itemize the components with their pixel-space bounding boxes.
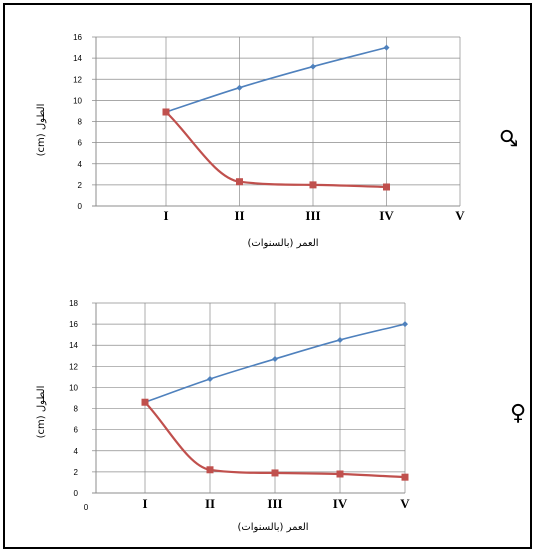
x-tick-label: II (234, 208, 244, 223)
y-tick-label: 4 (78, 160, 83, 169)
red-data-point-marker (162, 108, 170, 116)
x-tick-label: V (400, 496, 410, 511)
red-data-point-marker (236, 178, 243, 186)
chart-1-grid (92, 36, 461, 207)
x-tick-label: II (205, 496, 215, 511)
y-tick-label: 8 (74, 405, 79, 414)
y-tick-label: 12 (69, 362, 78, 371)
blue-data-point-marker (310, 63, 316, 70)
red-data-point-marker (309, 181, 317, 189)
red-data-point-marker (401, 473, 409, 481)
x-tick-label: IV (379, 208, 394, 223)
x-tick-label: IV (333, 496, 348, 511)
y-tick-label: 14 (73, 54, 82, 63)
y-tick-label: 4 (74, 447, 79, 456)
figure-frame (3, 3, 532, 549)
y-tick-label: 10 (73, 96, 82, 105)
y-tick-label: 18 (69, 299, 78, 308)
male-symbol: ♂ (495, 128, 520, 148)
red-data-point-marker (271, 469, 279, 477)
blue-data-point-marker (272, 355, 278, 362)
red-data-point-marker (206, 466, 214, 474)
red-data-point-marker (383, 183, 390, 191)
y-tick-label: 0 (78, 202, 83, 211)
y-tick-label: 6 (74, 426, 79, 435)
chart-2-y-axis-label: الطول (cm) (36, 386, 47, 439)
x-tick-label: I (142, 496, 147, 511)
red-data-point-marker (141, 398, 149, 406)
blue-data-point-marker (236, 84, 243, 91)
y-tick-label: 14 (69, 341, 78, 350)
y-tick-label: 8 (78, 118, 83, 127)
x-tick-label: I (163, 208, 168, 223)
y-tick-label: 10 (69, 383, 78, 392)
y-tick-label: 0 (74, 489, 79, 498)
blue-data-point-marker (402, 321, 408, 328)
blue-data-point-marker (337, 336, 343, 343)
x-tick-label: V (455, 208, 465, 223)
x-tick-label: III (305, 208, 320, 223)
blue-data-point-marker (383, 44, 390, 51)
chart-2-lines (141, 321, 409, 481)
y-tick-label: 2 (74, 468, 79, 477)
y-tick-label: 16 (73, 33, 82, 42)
y-tick-label: 12 (73, 75, 82, 84)
red-data-point-marker (336, 470, 344, 478)
female-symbol: ♀ (510, 401, 526, 426)
chart-2-origin-label: 0 (84, 503, 89, 512)
blue-series-line (165, 46, 387, 113)
x-tick-label: III (267, 496, 282, 511)
chart-1-x-axis-label: العمر (بالسنوات) (247, 238, 318, 249)
chart-1-y-axis-label: الطول (cm) (36, 104, 47, 157)
chart-2-x-axis-label: العمر (بالسنوات) (237, 522, 308, 533)
red-series-line (165, 111, 387, 189)
blue-data-point-marker (207, 376, 213, 382)
chart-2-grid (92, 302, 406, 494)
y-tick-label: 2 (78, 181, 83, 190)
y-tick-label: 6 (78, 139, 83, 148)
y-tick-label: 16 (69, 320, 78, 329)
chart-1-lines (162, 44, 390, 191)
